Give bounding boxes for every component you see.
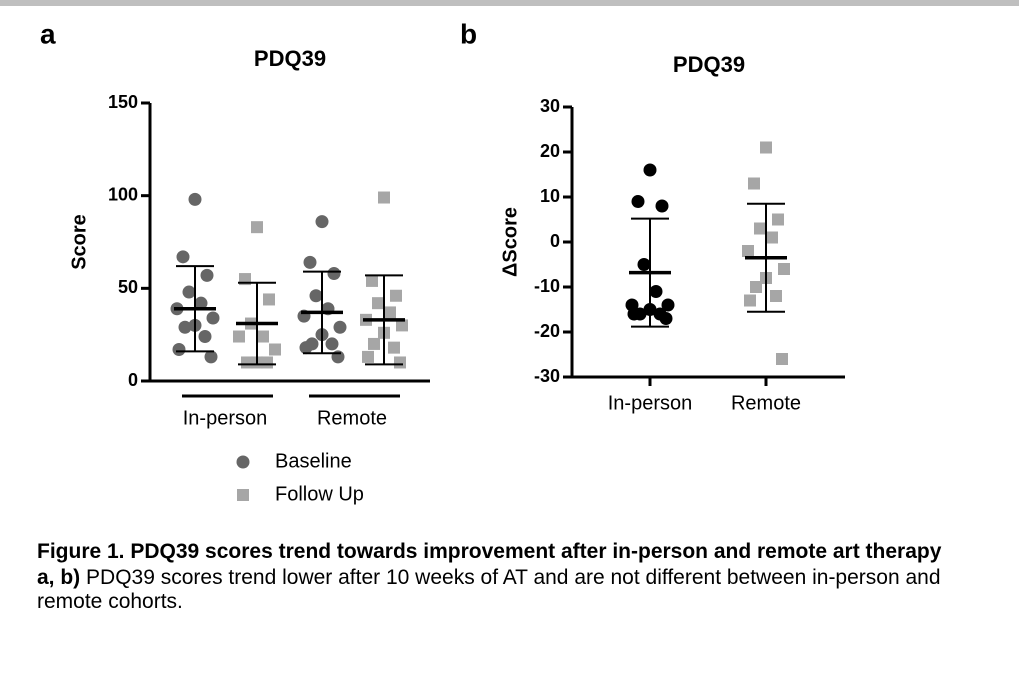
y-tick-label: -30 — [534, 366, 560, 386]
point — [659, 312, 673, 325]
point — [378, 191, 390, 204]
point — [176, 250, 190, 264]
point — [309, 289, 323, 303]
point — [748, 177, 760, 190]
point — [261, 356, 273, 369]
point — [744, 294, 756, 307]
point — [251, 221, 263, 234]
point — [742, 245, 754, 257]
point — [754, 222, 766, 235]
point — [299, 341, 313, 355]
y-tick-label: -20 — [534, 321, 560, 341]
top-border — [0, 0, 1019, 6]
point — [241, 356, 253, 369]
x-tick-label: In-person — [183, 407, 268, 429]
point — [760, 141, 772, 154]
point — [366, 274, 378, 287]
chart-title: PDQ39 — [673, 52, 745, 77]
y-axis-label: Score — [68, 214, 90, 270]
y-tick-label: -10 — [534, 276, 560, 296]
panel-label: b — [460, 18, 477, 49]
point — [200, 268, 214, 282]
point — [770, 290, 782, 302]
point — [390, 289, 402, 302]
point — [236, 455, 250, 469]
point — [194, 296, 208, 310]
point — [778, 263, 790, 275]
point — [327, 267, 341, 281]
point — [772, 213, 784, 226]
point — [269, 343, 281, 356]
point — [315, 215, 329, 229]
point — [233, 330, 245, 343]
point — [172, 342, 186, 356]
point — [263, 293, 275, 306]
point — [396, 319, 408, 332]
point — [178, 320, 192, 334]
y-tick-label: 0 — [128, 370, 138, 390]
point — [776, 353, 788, 365]
point — [750, 281, 762, 293]
point — [394, 356, 406, 369]
point — [655, 199, 669, 213]
x-tick-label: In-person — [608, 392, 693, 414]
point — [237, 489, 249, 501]
point — [649, 285, 663, 298]
caption-body: a, b) PDQ39 scores trend lower after 10 … — [37, 566, 967, 614]
y-tick-label: 150 — [108, 92, 138, 112]
y-tick-label: 100 — [108, 184, 138, 204]
point — [188, 192, 202, 206]
y-tick-label: 0 — [550, 231, 560, 251]
point — [388, 341, 400, 354]
point — [661, 298, 675, 312]
y-tick-label: 50 — [118, 277, 138, 297]
point — [303, 255, 317, 269]
caption-lead: a, b) — [37, 566, 81, 589]
point — [372, 297, 384, 310]
point — [362, 350, 374, 363]
point — [325, 337, 339, 351]
x-tick-label: Remote — [731, 392, 801, 414]
point — [333, 320, 347, 334]
x-tick-label: Remote — [317, 407, 387, 429]
point — [257, 330, 269, 343]
legend-label: Baseline — [275, 450, 352, 472]
point — [206, 311, 220, 325]
point — [631, 195, 645, 208]
y-tick-label: 30 — [540, 96, 560, 116]
point — [766, 231, 778, 244]
point — [204, 350, 218, 364]
point — [368, 337, 380, 350]
point — [643, 163, 657, 177]
legend-label: Follow Up — [275, 483, 364, 505]
point — [637, 258, 651, 271]
caption-text: PDQ39 scores trend lower after 10 weeks … — [37, 566, 941, 613]
point — [627, 307, 641, 321]
caption-title: Figure 1. PDQ39 scores trend towards imp… — [37, 540, 942, 563]
point — [198, 330, 212, 344]
chart-title: PDQ39 — [254, 46, 326, 71]
point — [384, 306, 396, 319]
y-axis-label: ΔScore — [499, 207, 521, 277]
panel-label: a — [40, 18, 56, 49]
y-tick-label: 20 — [540, 141, 560, 161]
y-tick-label: 10 — [540, 186, 560, 206]
point — [182, 285, 196, 299]
caption: Figure 1. PDQ39 scores trend towards imp… — [37, 540, 967, 614]
